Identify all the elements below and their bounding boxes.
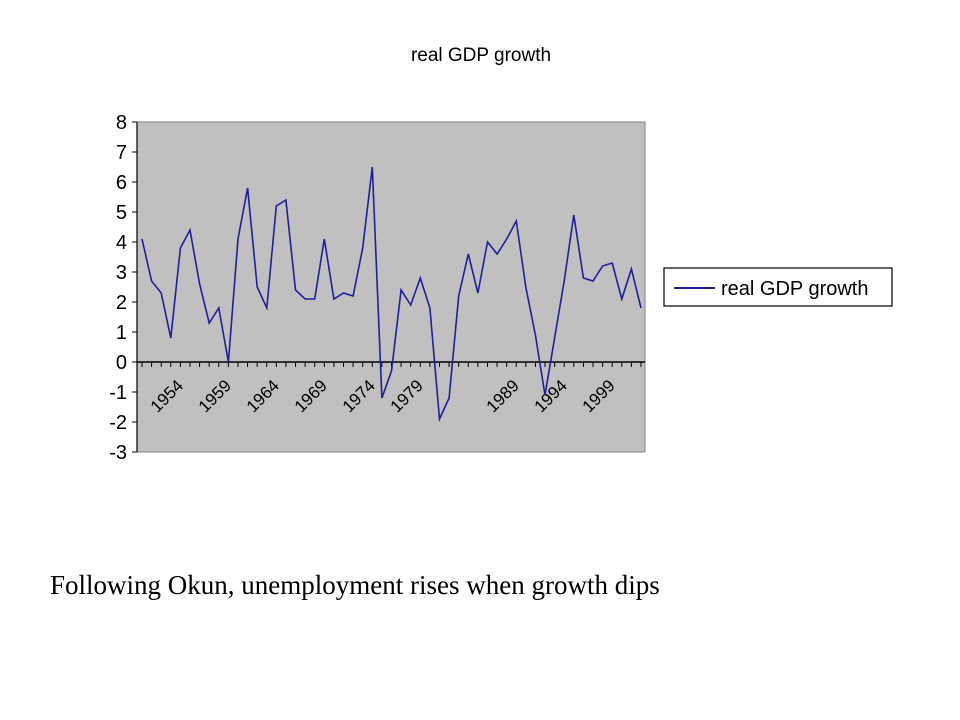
y-tick-label: 7 [116,142,127,164]
y-tick-label: -3 [109,442,127,464]
y-tick-label: 0 [116,352,127,374]
y-axis: 8 7 6 5 4 3 2 1 0 -1 -2 -3 [109,112,138,464]
legend-label: real GDP growth [721,278,868,300]
y-tick-label: -1 [109,382,127,404]
chart-title: real GDP growth [411,45,551,66]
y-tick-label: 6 [116,172,127,194]
y-tick-label: -2 [109,412,127,434]
y-tick-label: 1 [116,322,127,344]
y-tick-label: 2 [116,292,127,314]
caption: Following Okun, unemployment rises when … [50,570,660,600]
legend: real GDP growth [663,267,893,307]
series-group [141,166,642,423]
series-line-0 [141,166,642,423]
y-tick-label: 8 [116,112,127,134]
plot-area [136,121,646,453]
y-tick-label: 4 [116,232,127,254]
y-tick-label: 5 [116,202,127,224]
y-tick-label: 3 [116,262,127,284]
legend-box [663,267,893,307]
